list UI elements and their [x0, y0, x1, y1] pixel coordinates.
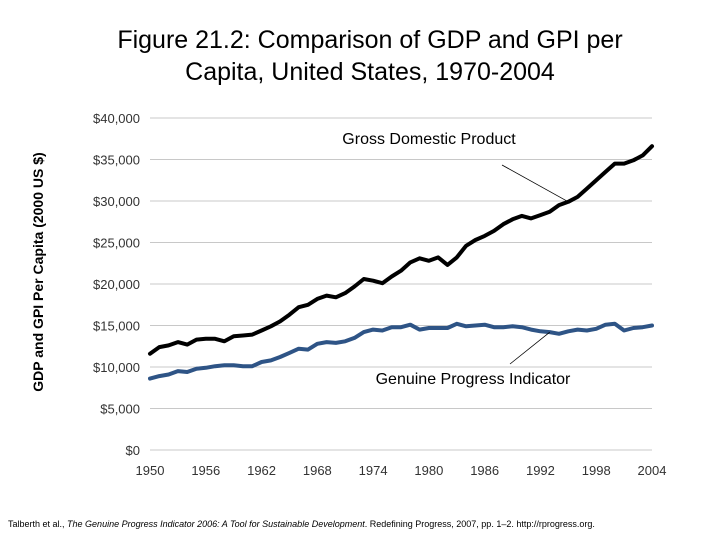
x-tick-label: 1986 [470, 463, 499, 478]
source-prefix: Talberth et al., [8, 519, 68, 529]
y-tick-label: $10,000 [93, 360, 140, 375]
x-tick-label: 2004 [638, 463, 667, 478]
y-tick-label: $20,000 [93, 277, 140, 292]
x-tick-label: 1962 [247, 463, 276, 478]
gdp-leader-line [501, 164, 569, 203]
y-tick-label: $5,000 [100, 402, 140, 417]
source-citation: Talberth et al., The Genuine Progress In… [8, 519, 595, 529]
y-tick-label: $35,000 [93, 153, 140, 168]
y-tick-label: $30,000 [93, 194, 140, 209]
gpi-series-line [148, 321, 654, 381]
gdp-annotation: Gross Domestic Product [342, 131, 516, 148]
source-suffix: . Redefining Progress, 2007, pp. 1–2. ht… [364, 519, 595, 529]
x-tick-label: 1974 [359, 463, 388, 478]
chart-title: Figure 21.2: Comparison of GDP and GPI p… [117, 26, 623, 86]
source-title: The Genuine Progress Indicator 2006: A T… [67, 519, 365, 529]
y-tick-label: $25,000 [93, 236, 140, 251]
gpi-leader-line [509, 331, 550, 365]
x-tick-label: 1950 [136, 463, 165, 478]
gdp-series-line [148, 144, 654, 356]
y-tick-label: $40,000 [93, 111, 140, 126]
y-tick-label: $15,000 [93, 319, 140, 334]
x-tick-label: 1992 [526, 463, 555, 478]
y-tick-label: $0 [126, 443, 140, 458]
x-tick-label: 1980 [414, 463, 443, 478]
gpi-annotation: Genuine Progress Indicator [376, 371, 571, 388]
x-tick-label: 1968 [303, 463, 332, 478]
x-tick-label: 1956 [191, 463, 220, 478]
x-tick-label: 1998 [582, 463, 611, 478]
